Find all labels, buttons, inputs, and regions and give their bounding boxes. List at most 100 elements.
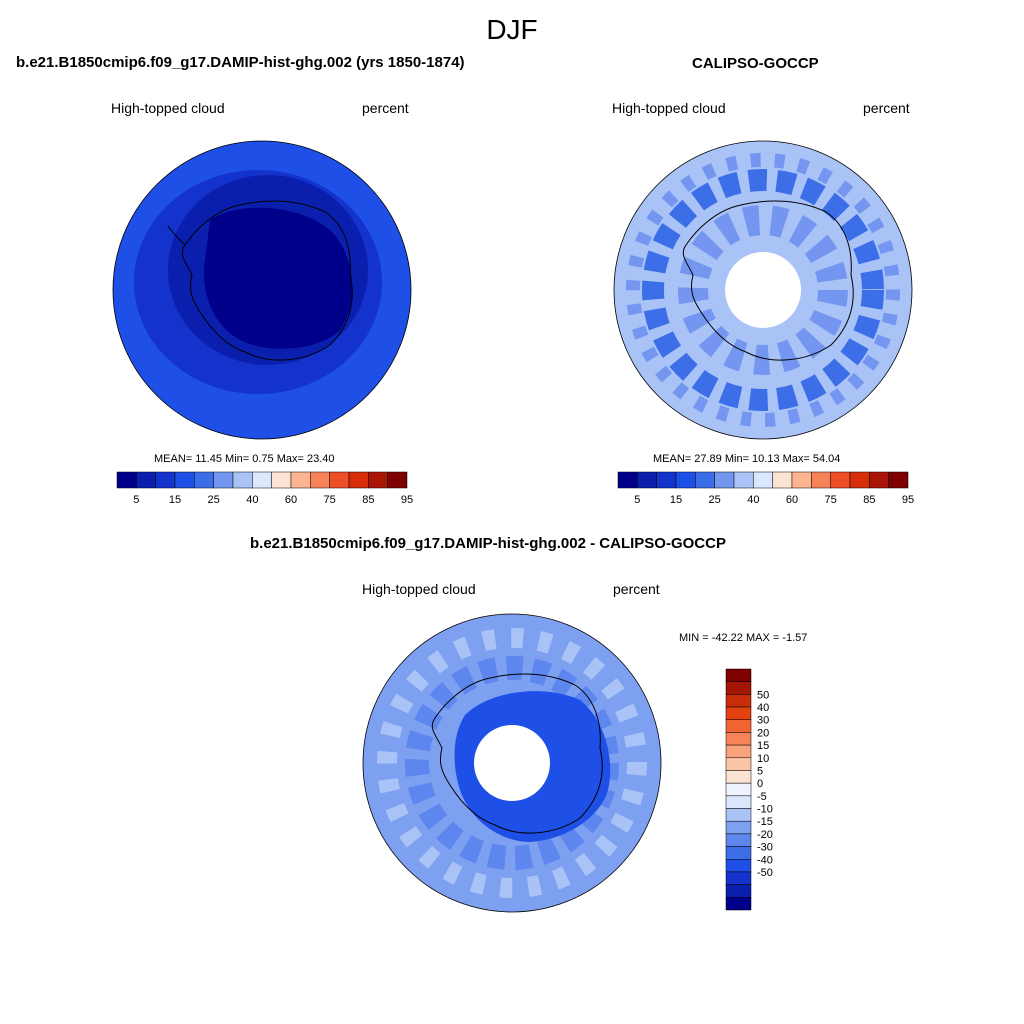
colorbar-tick-label: 0 xyxy=(757,778,763,790)
colorbar-tick-label: -10 xyxy=(757,804,773,816)
panel1-variable: High-topped cloud xyxy=(111,100,225,116)
colorbar-swatch xyxy=(725,871,752,885)
map-model xyxy=(112,140,412,440)
map2-band-inner xyxy=(678,205,848,375)
colorbar-swatch xyxy=(252,471,272,489)
colorbar-swatch xyxy=(725,668,752,682)
colorbar-tick-label: -5 xyxy=(757,791,767,803)
colorbar-swatch xyxy=(725,706,752,720)
colorbar-swatch xyxy=(271,471,292,489)
colorbar-tick-label: 15 xyxy=(169,494,181,506)
panel2-stats: MEAN= 27.89 Min= 10.13 Max= 54.04 xyxy=(653,453,841,465)
colorbar-swatch xyxy=(725,859,752,873)
colorbar-1: 5 15 25 40 60 75 85 95 xyxy=(116,471,413,506)
panel2-units: percent xyxy=(863,100,910,116)
colorbar-tick-label: 40 xyxy=(757,702,769,714)
colorbar-swatch xyxy=(725,744,752,759)
panel2-variable: High-topped cloud xyxy=(612,100,726,116)
panel3-stats: MIN = -42.22 MAX = -1.57 xyxy=(679,632,808,644)
map3-boundary xyxy=(362,613,662,913)
colorbar-swatch xyxy=(869,471,889,489)
colorbar-swatch xyxy=(725,694,752,708)
colorbar-swatch xyxy=(753,471,773,489)
colorbar-tick-label: 95 xyxy=(902,494,914,506)
colorbar-swatch xyxy=(675,471,696,489)
map2-boundary xyxy=(613,140,913,440)
colorbar-swatch xyxy=(725,808,752,822)
colorbar-tick-label: 15 xyxy=(670,494,682,506)
colorbar-swatch xyxy=(725,833,752,847)
colorbar-swatch xyxy=(772,471,793,489)
colorbar-tick-label: 5 xyxy=(634,494,640,506)
colorbar-swatch xyxy=(695,471,715,489)
colorbar-swatch xyxy=(232,471,253,489)
panel3-title: b.e21.B1850cmip6.f09_g17.DAMIP-hist-ghg.… xyxy=(250,535,726,552)
colorbar-tick-label: 25 xyxy=(208,494,220,506)
colorbar-tick-label: 10 xyxy=(757,753,769,765)
colorbar-tick-label: 75 xyxy=(324,494,336,506)
colorbar-swatch xyxy=(811,471,831,489)
colorbar-swatch xyxy=(888,471,909,489)
colorbar-tick-label: -50 xyxy=(757,867,773,879)
panel1-stats: MEAN= 11.45 Min= 0.75 Max= 23.40 xyxy=(154,453,335,465)
colorbar-tick-label: -30 xyxy=(757,842,773,854)
map2-band-storm xyxy=(642,169,884,411)
colorbar-tick-label: 25 xyxy=(709,494,721,506)
colorbar-tick-label: 60 xyxy=(285,494,297,506)
colorbar-tick-label: 15 xyxy=(757,740,769,752)
colorbar-swatch xyxy=(329,471,350,489)
colorbar-swatch xyxy=(136,471,156,489)
colorbar-swatch xyxy=(725,719,752,733)
colorbar-swatch xyxy=(725,795,752,809)
colorbar-swatch xyxy=(725,884,752,898)
colorbar-swatch xyxy=(656,471,677,489)
colorbar-tick-label: 30 xyxy=(757,715,769,727)
colorbar-swatch xyxy=(116,471,137,489)
colorbar-swatch xyxy=(155,471,176,489)
colorbar-swatch xyxy=(714,471,735,489)
colorbar-swatch xyxy=(174,471,195,489)
map1-core-5 xyxy=(203,207,353,349)
panel3-variable: High-topped cloud xyxy=(362,581,476,597)
colorbar-tick-label: -15 xyxy=(757,816,773,828)
colorbar-swatch xyxy=(213,471,234,489)
colorbar-tick-label: -40 xyxy=(757,854,773,866)
panel1-title: b.e21.B1850cmip6.f09_g17.DAMIP-hist-ghg.… xyxy=(16,54,465,71)
map-diff xyxy=(362,613,662,913)
colorbar-tick-label: 85 xyxy=(362,494,374,506)
colorbar-swatch xyxy=(348,471,369,489)
colorbar-swatch xyxy=(725,846,752,860)
colorbar-tick-label: 60 xyxy=(786,494,798,506)
colorbar-swatch xyxy=(791,471,812,489)
colorbar-swatch xyxy=(725,681,752,695)
colorbar-swatch xyxy=(637,471,657,489)
colorbar-swatch xyxy=(849,471,870,489)
panel3-units: percent xyxy=(613,581,660,597)
colorbar-tick-label: 5 xyxy=(757,765,763,777)
colorbar-tick-label: 75 xyxy=(825,494,837,506)
map3-missing-pole xyxy=(474,725,550,801)
colorbar-tick-label: 50 xyxy=(757,689,769,701)
colorbar-swatch xyxy=(387,471,408,489)
colorbar-swatch xyxy=(830,471,851,489)
panel1-units: percent xyxy=(362,100,409,116)
figure-title: DJF xyxy=(486,14,538,45)
colorbar-swatch xyxy=(733,471,754,489)
colorbar-tick-label: 95 xyxy=(401,494,413,506)
colorbar-swatch xyxy=(725,820,752,835)
map1-boundary xyxy=(112,140,412,440)
colorbar-swatch xyxy=(725,782,752,797)
colorbar-tick-label: -20 xyxy=(757,829,773,841)
colorbar-swatch xyxy=(725,732,752,746)
map-obs xyxy=(613,140,913,440)
colorbar-swatch xyxy=(617,471,638,489)
colorbar-swatch xyxy=(310,471,330,489)
colorbar-swatch xyxy=(368,471,388,489)
colorbar-tick-label: 20 xyxy=(757,727,769,739)
map1-antarctica-outline xyxy=(181,200,353,361)
colorbar-swatch xyxy=(725,770,752,784)
colorbar-tick-label: 40 xyxy=(747,494,759,506)
colorbar-2: 5 15 25 40 60 75 85 95 xyxy=(617,471,914,506)
